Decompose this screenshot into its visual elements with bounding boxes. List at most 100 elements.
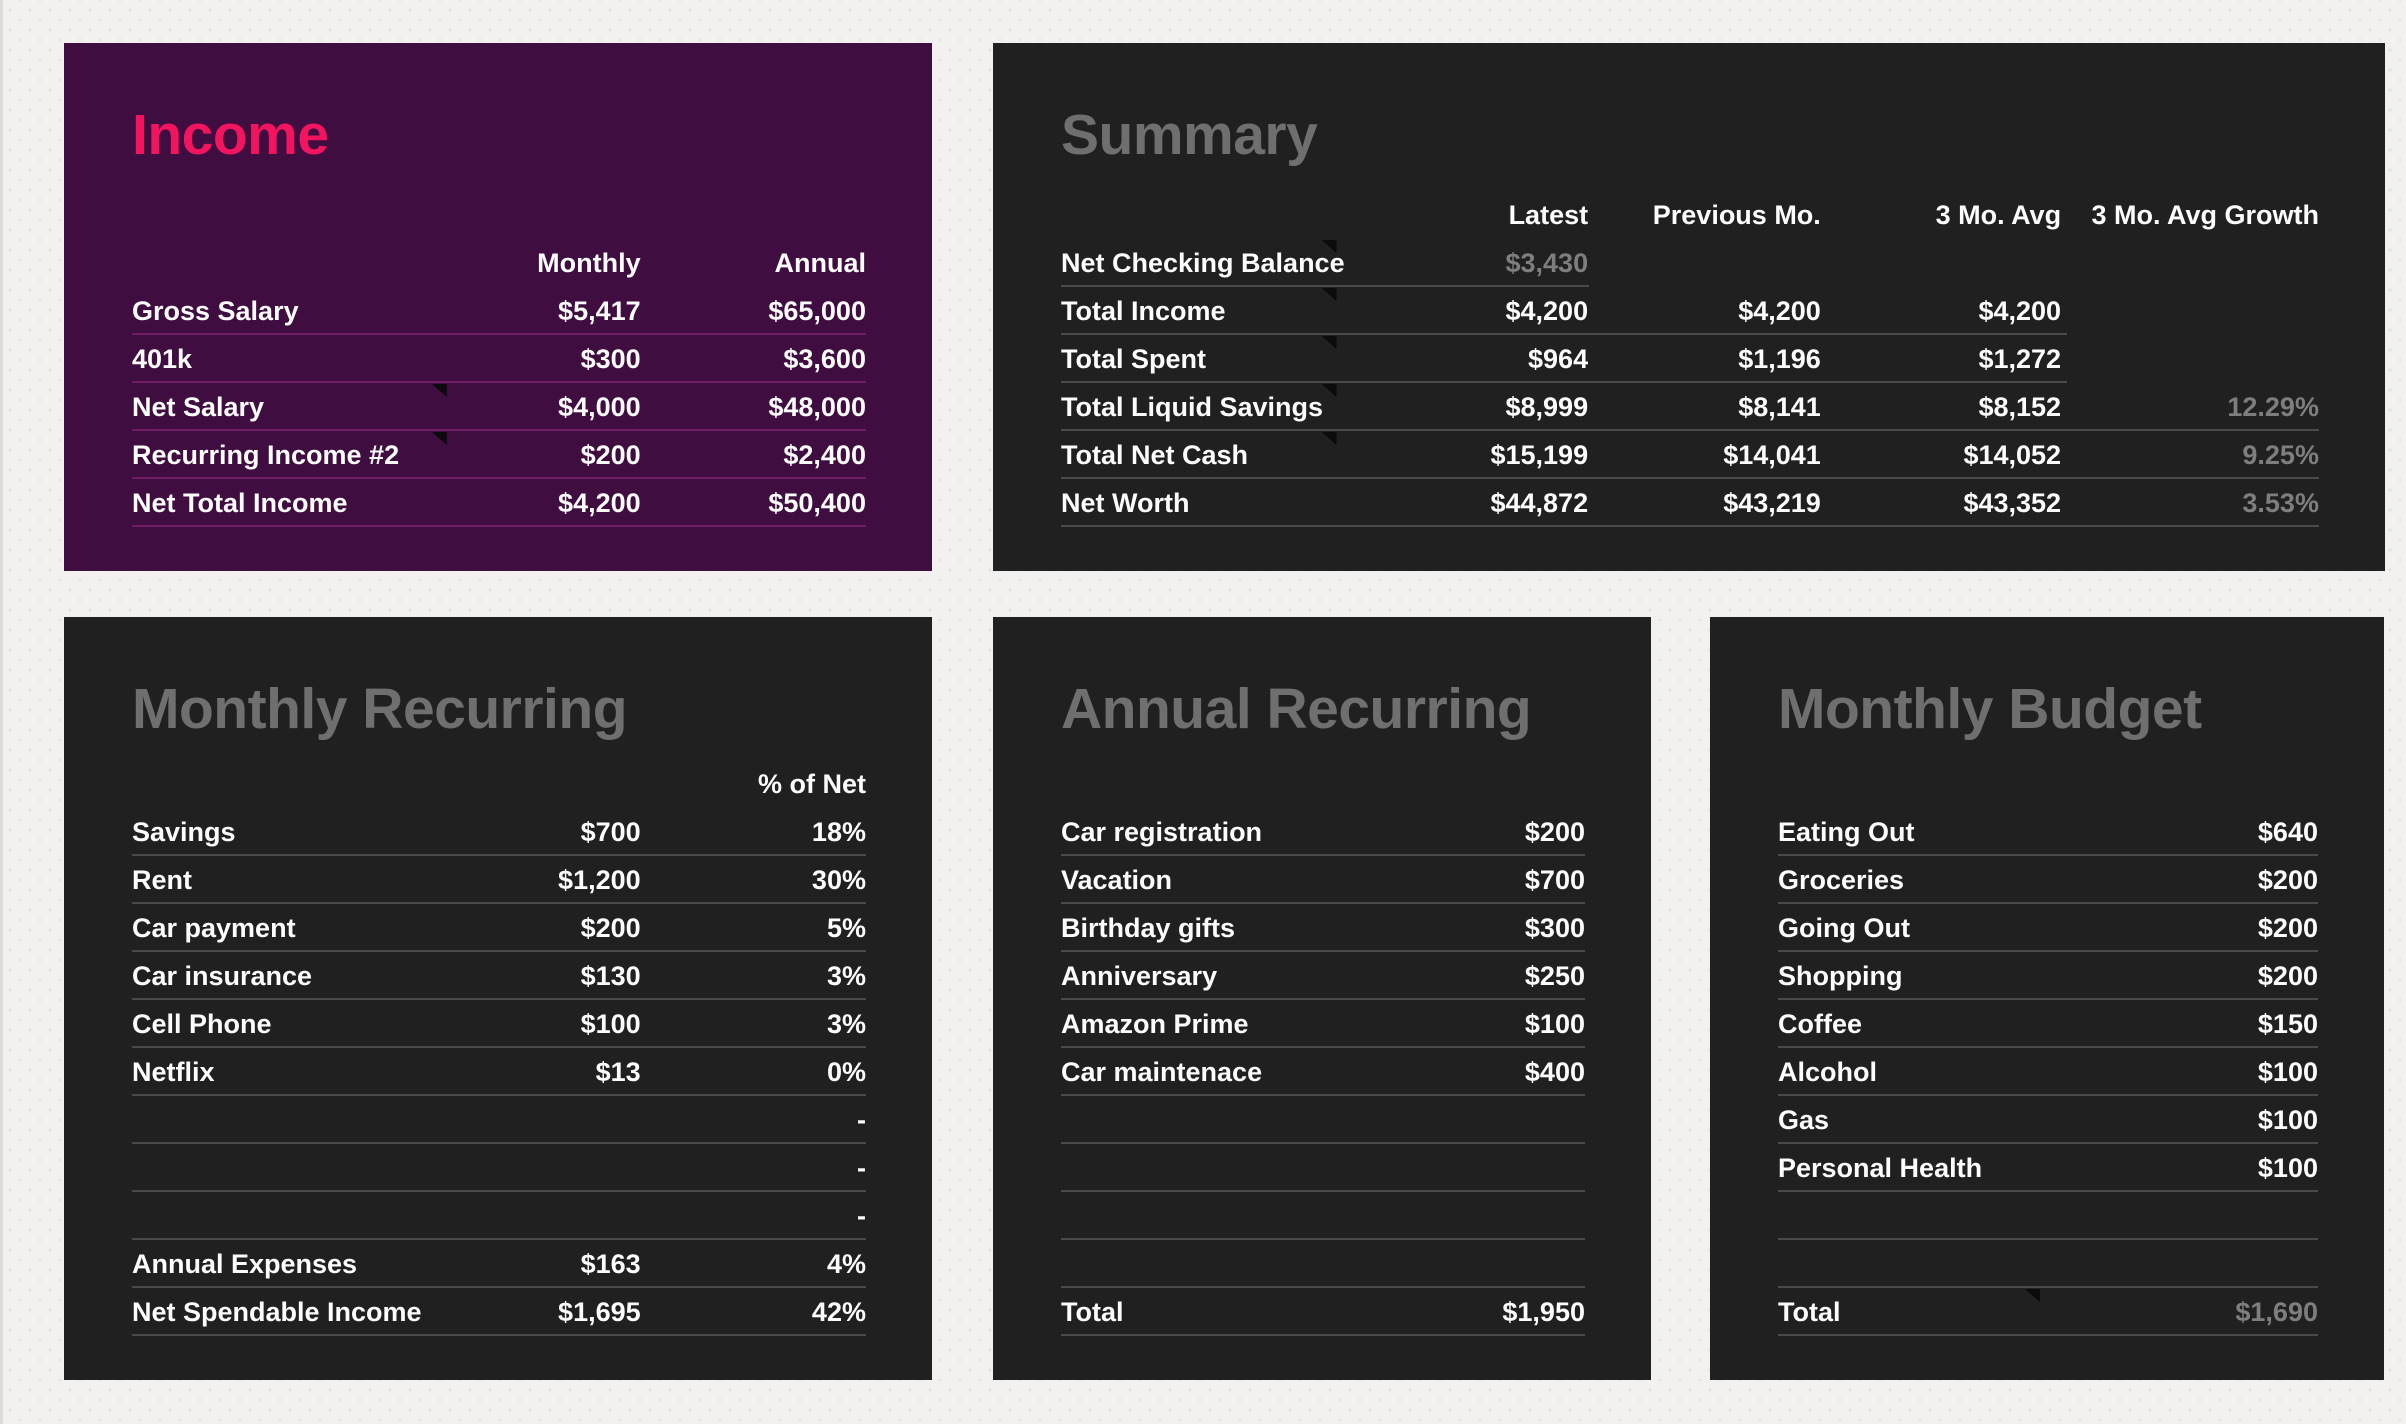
table-row: Alcohol $100: [1778, 1048, 2318, 1096]
cell-value: $4,200: [1738, 295, 1821, 326]
table-row: Net Salary $4,000 $48,000: [132, 383, 866, 431]
cell-value: $1,196: [1738, 343, 1821, 374]
cell-value: $14,041: [1723, 439, 1821, 470]
table-row: Recurring Income #2 $200 $2,400: [132, 431, 866, 479]
cell-label: Personal Health: [1778, 1152, 1983, 1183]
cell-label: Car insurance: [132, 960, 313, 991]
cell-value: 3%: [826, 1008, 866, 1039]
table-row: Savings $700 18%: [132, 808, 866, 856]
monthly-budget-table: Eating Out $640 Groceries $200 Going Out $200…: [1778, 808, 2318, 1336]
cell-value: $8,999: [1505, 391, 1589, 422]
column-header: 3 Mo. Avg: [1935, 199, 2062, 230]
cell-value: $1,690: [2235, 1296, 2318, 1327]
table-row: [1778, 1192, 2318, 1240]
column-header: Previous Mo.: [1652, 199, 1821, 230]
cell-value: $100: [2257, 1056, 2318, 1087]
monthly-recurring-card: Monthly Recurring % of Net Savings $700 18%…: [64, 617, 932, 1380]
cell-value: $44,872: [1490, 487, 1589, 518]
table-row: Gross Salary $5,417 $65,000: [132, 287, 866, 335]
table-row: Annual Expenses $163 4%: [132, 1240, 866, 1288]
cell-value: $43,352: [1963, 487, 2062, 518]
cell-label: Groceries: [1778, 864, 1905, 895]
cell-value: $13: [595, 1056, 641, 1087]
cell-value: $8,141: [1738, 391, 1821, 422]
table-row: Car insurance $130 3%: [132, 952, 866, 1000]
cell-label: Net Worth: [1061, 487, 1190, 518]
cell-value: $700: [580, 816, 641, 847]
cell-value: $250: [1524, 960, 1585, 991]
table-row: Total $1,690: [1778, 1288, 2318, 1336]
cell-label: Amazon Prime: [1061, 1008, 1249, 1039]
cell-label: Savings: [132, 816, 236, 847]
cell-value: $4,200: [558, 487, 641, 518]
column-header: 3 Mo. Avg Growth: [2091, 199, 2319, 230]
cell-value: $163: [580, 1248, 641, 1279]
table-row: Total Net Cash $15,199 $14,041 $14,052 9.25%: [1061, 431, 2319, 479]
cell-value: -: [856, 1200, 866, 1231]
table-row: Car maintenace $400: [1061, 1048, 1585, 1096]
summary-card: Summary Latest Previous Mo. 3 Mo. Avg 3 Mo.…: [993, 43, 2385, 571]
cell-value: $200: [1524, 816, 1585, 847]
table-row: Amazon Prime $100: [1061, 1000, 1585, 1048]
cell-value: 9.25%: [2242, 439, 2319, 470]
cell-value: $4,200: [1505, 295, 1589, 326]
cell-label: Recurring Income #2: [132, 439, 400, 470]
cell-label: Car registration: [1061, 816, 1263, 847]
table-row: [1061, 1096, 1585, 1144]
cell-label: Rent: [132, 864, 192, 895]
column-header: Annual: [774, 247, 866, 278]
cell-label: Gross Salary: [132, 295, 299, 326]
cell-label: Cell Phone: [132, 1008, 272, 1039]
table-row: Net Worth $44,872 $43,219 $43,352 3.53%: [1061, 479, 2319, 527]
cell-value: 12.29%: [2227, 391, 2319, 422]
table-row: Cell Phone $100 3%: [132, 1000, 866, 1048]
cell-label: Car payment: [132, 912, 296, 943]
table-header-row: Monthly Annual: [132, 239, 866, 287]
cell-value: $130: [580, 960, 641, 991]
table-row: [1778, 1240, 2318, 1288]
income-table: Monthly Annual Gross Salary $5,417 $65,000 40…: [132, 239, 866, 527]
cell-value: $3,430: [1505, 247, 1589, 278]
table-header-row: % of Net: [132, 760, 866, 808]
income-card: Income Monthly Annual Gross Salary $5,417 $6…: [64, 43, 932, 571]
cell-label: Total Income: [1061, 295, 1226, 326]
cell-value: $1,695: [558, 1296, 641, 1327]
table-row: 401k $300 $3,600: [132, 335, 866, 383]
cell-value: $2,400: [783, 439, 866, 470]
cell-value: $1,272: [1978, 343, 2062, 374]
cell-value: $100: [1524, 1008, 1585, 1039]
cell-value: $5,417: [558, 295, 641, 326]
cell-value: $200: [2257, 960, 2318, 991]
cell-value: $200: [2257, 912, 2318, 943]
monthly-recurring-table: % of Net Savings $700 18% Rent $1,200 30% Car p…: [132, 760, 866, 1336]
column-header: Latest: [1508, 199, 1589, 230]
income-card-title: Income: [132, 103, 329, 167]
cell-value: $964: [1528, 343, 1589, 374]
cell-label: Coffee: [1778, 1008, 1863, 1039]
table-row: -: [132, 1144, 866, 1192]
table-row: Net Checking Balance $3,430: [1061, 239, 2319, 287]
cell-value: $14,052: [1963, 439, 2062, 470]
cell-label: Net Checking Balance: [1061, 247, 1345, 278]
cell-label: Net Salary: [132, 391, 265, 422]
table-row: Net Total Income $4,200 $50,400: [132, 479, 866, 527]
cell-value: $50,400: [768, 487, 866, 518]
cell-label: Total: [1778, 1296, 1841, 1327]
cell-value: $150: [2257, 1008, 2318, 1039]
table-row: Netflix $13 0%: [132, 1048, 866, 1096]
monthly-budget-card-title: Monthly Budget: [1778, 677, 2202, 741]
table-row: [1061, 1144, 1585, 1192]
table-row: Coffee $150: [1778, 1000, 2318, 1048]
cell-value: 5%: [826, 912, 866, 943]
annual-recurring-table: Car registration $200 Vacation $700 Birthday…: [1061, 808, 1585, 1336]
cell-label: 401k: [132, 343, 193, 374]
table-header-row: Latest Previous Mo. 3 Mo. Avg 3 Mo. Avg Gro…: [1061, 191, 2319, 239]
cell-value: 3%: [826, 960, 866, 991]
table-row: Vacation $700: [1061, 856, 1585, 904]
cell-value: $300: [1524, 912, 1585, 943]
table-row: Anniversary $250: [1061, 952, 1585, 1000]
table-row: [1061, 1192, 1585, 1240]
table-row: Total Liquid Savings $8,999 $8,141 $8,152 12…: [1061, 383, 2319, 431]
table-row: Rent $1,200 30%: [132, 856, 866, 904]
